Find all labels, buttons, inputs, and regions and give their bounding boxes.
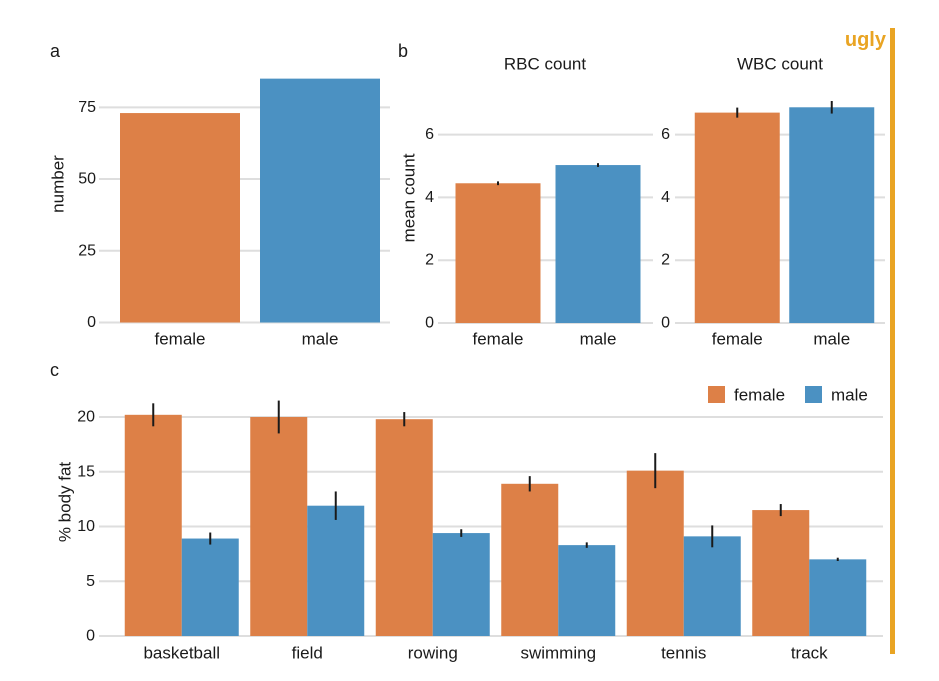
y-tick-label-rbc-6: 6 — [425, 126, 434, 143]
y-axis-label-a: number — [49, 155, 68, 213]
bar-male-track — [809, 559, 867, 636]
y-tick-label-wbc-6: 6 — [661, 126, 670, 143]
category-label-wbc-female: female — [712, 330, 763, 349]
category-label-rbc-male: male — [580, 330, 617, 349]
accent-bar — [890, 28, 895, 654]
bar-female-basketball — [124, 414, 182, 636]
bar-male-rowing — [432, 533, 490, 636]
category-label-bodyfat-tennis: tennis — [661, 644, 706, 663]
bar-female-swimming — [501, 483, 559, 636]
bar-male-field — [307, 505, 365, 636]
bar-male-male — [555, 165, 641, 323]
y-tick-label-rbc-0: 0 — [425, 315, 434, 332]
category-label-bodyfat-swimming: swimming — [520, 644, 596, 663]
y-tick-label-wbc-0: 0 — [661, 315, 670, 332]
y-tick-label-wbc-4: 4 — [661, 189, 670, 206]
legend-swatch-female — [708, 386, 725, 403]
bar-female-tennis — [626, 470, 684, 636]
bar-male-swimming — [558, 545, 616, 636]
y-tick-label-bodyfat-0: 0 — [86, 628, 95, 645]
bar-female-field — [250, 417, 308, 636]
category-label-bodyfat-basketball: basketball — [143, 644, 220, 663]
y-tick-label-bodyfat-10: 10 — [77, 518, 95, 535]
category-label-rbc-female: female — [472, 330, 523, 349]
bar-male-male — [260, 78, 380, 323]
panel-label-a: a — [50, 41, 61, 61]
y-tick-label-wbc-2: 2 — [661, 252, 670, 269]
bar-female-female — [120, 113, 240, 323]
y-tick-label-a-25: 25 — [78, 242, 96, 259]
y-axis-label-bodyfat: % body fat — [56, 462, 75, 543]
panel-title-rbc: RBC count — [504, 55, 586, 74]
legend-label-male: male — [831, 386, 868, 405]
category-label-wbc-male: male — [813, 330, 850, 349]
y-tick-label-bodyfat-20: 20 — [77, 409, 95, 426]
category-label-bodyfat-track: track — [791, 644, 828, 663]
y-tick-label-rbc-4: 4 — [425, 189, 434, 206]
y-tick-label-a-50: 50 — [78, 171, 96, 188]
bar-male-tennis — [683, 536, 741, 636]
bar-male-male — [789, 107, 875, 323]
y-tick-label-rbc-2: 2 — [425, 252, 434, 269]
y-tick-label-a-75: 75 — [78, 99, 96, 116]
panel-label-c: c — [50, 360, 59, 380]
y-tick-label-bodyfat-15: 15 — [77, 463, 95, 480]
category-label-bodyfat-field: field — [292, 644, 323, 663]
bar-female-female — [455, 183, 541, 323]
y-tick-label-bodyfat-5: 5 — [86, 573, 95, 590]
panel-label-b: b — [398, 41, 409, 61]
category-label-a-male: male — [302, 330, 339, 349]
bar-female-track — [752, 510, 810, 636]
category-label-bodyfat-rowing: rowing — [408, 644, 458, 663]
panel-title-wbc: WBC count — [737, 55, 823, 74]
category-label-a-female: female — [154, 330, 205, 349]
y-tick-label-a-0: 0 — [87, 314, 96, 331]
y-axis-label-rbc: mean count — [400, 153, 419, 242]
bar-female-rowing — [375, 419, 433, 636]
bar-female-female — [694, 112, 780, 324]
legend-swatch-male — [805, 386, 822, 403]
style-tag-ugly: ugly — [844, 29, 886, 51]
legend-label-female: female — [734, 386, 785, 405]
bar-male-basketball — [181, 538, 239, 636]
